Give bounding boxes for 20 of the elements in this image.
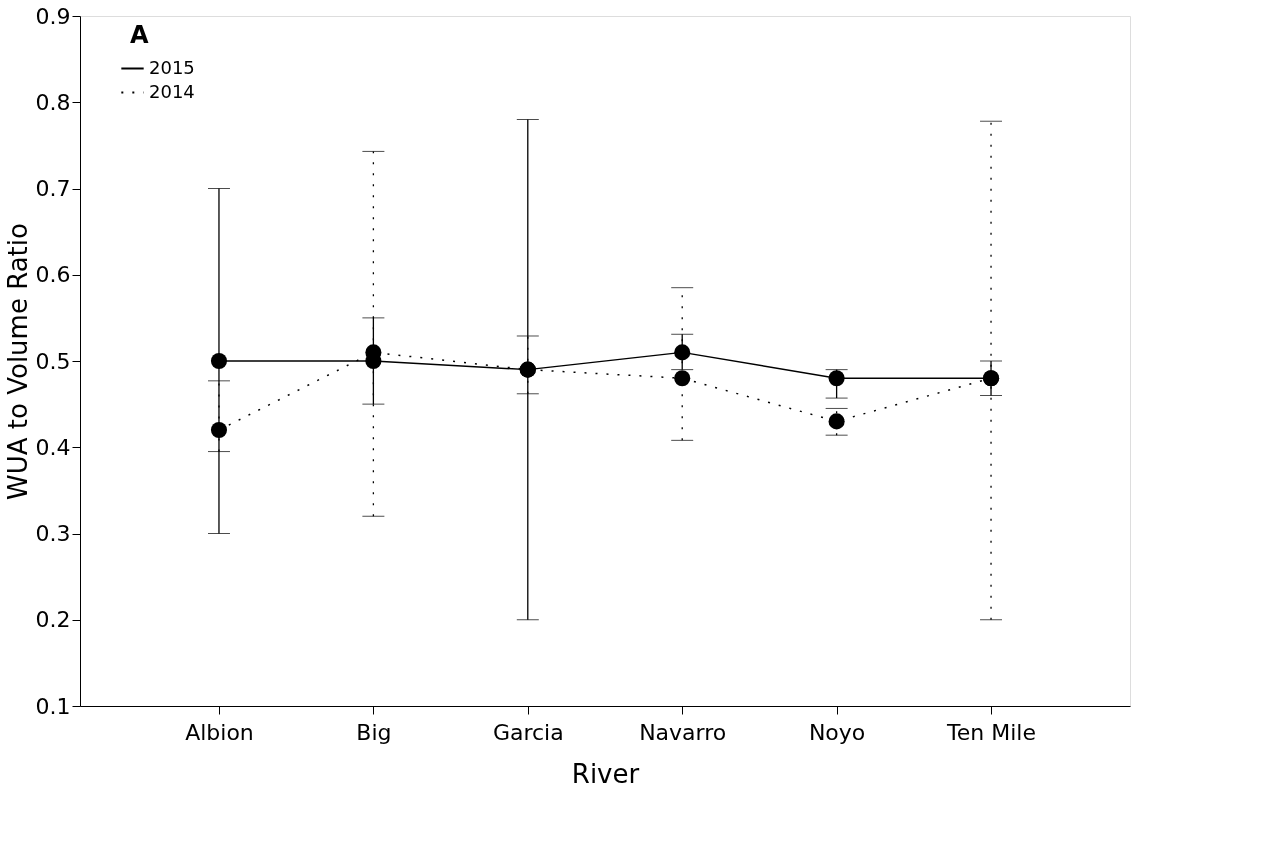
y-tick-label: 0.6 xyxy=(35,262,71,288)
x-tick-label: Garcia xyxy=(492,719,564,745)
x-tick-label: Big xyxy=(356,719,392,745)
legend-label: 2015 xyxy=(149,56,195,78)
y-tick-label: 0.8 xyxy=(35,89,71,115)
x-axis-title: River xyxy=(571,758,640,789)
x-tick-label: Navarro xyxy=(639,719,727,745)
y-tick-label: 0.4 xyxy=(35,434,71,460)
x-tick-label: Albion xyxy=(185,719,254,745)
annotation: A xyxy=(130,21,149,49)
y-axis-title: WUA to Volume Ratio xyxy=(2,223,33,500)
x-tick-label: Ten Mile xyxy=(946,719,1036,745)
y-tick-label: 0.3 xyxy=(35,521,71,546)
x-tick-label: Noyo xyxy=(808,719,866,745)
y-tick-label: 0.1 xyxy=(35,693,71,719)
y-tick-label: 0.7 xyxy=(35,176,71,201)
y-tick-label: 0.9 xyxy=(35,3,71,29)
legend-label: 2014 xyxy=(149,80,195,102)
y-tick-label: 0.2 xyxy=(35,607,71,633)
y-tick-label: 0.5 xyxy=(35,348,71,374)
